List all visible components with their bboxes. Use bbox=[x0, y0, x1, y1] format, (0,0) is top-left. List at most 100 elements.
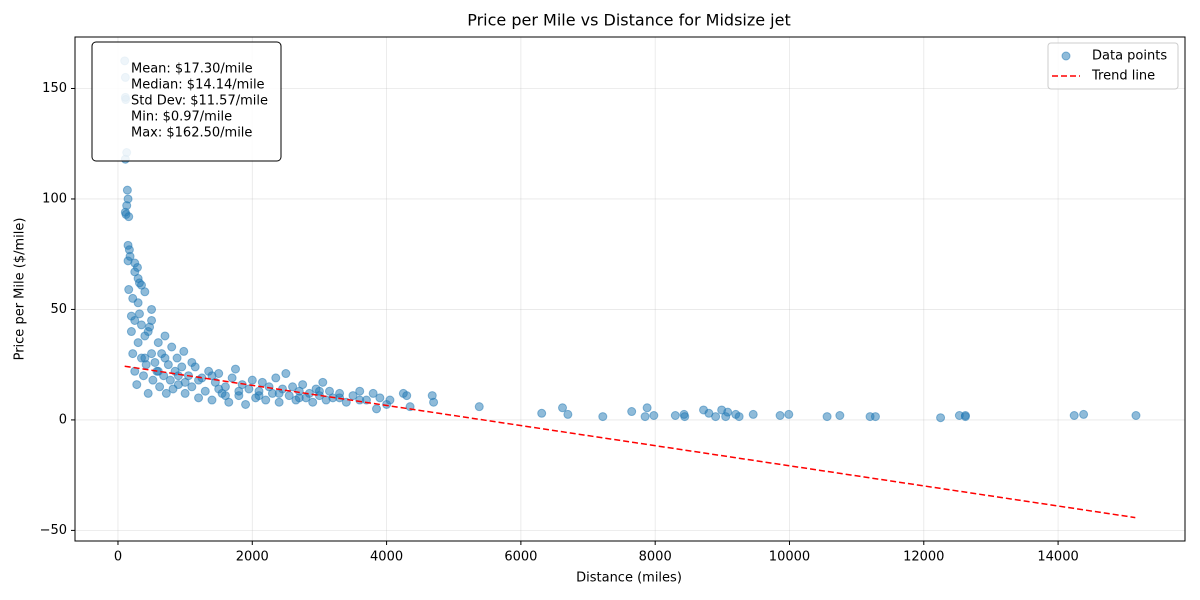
x-tick-label: 10000 bbox=[769, 550, 810, 565]
data-point bbox=[870, 412, 880, 422]
data-point bbox=[160, 331, 170, 341]
stats-text: Std Dev: $11.57/mile bbox=[131, 94, 268, 109]
data-point bbox=[124, 285, 134, 295]
data-point bbox=[1069, 410, 1079, 420]
data-point bbox=[314, 386, 324, 396]
data-point bbox=[122, 185, 132, 195]
legend-label: Trend line bbox=[1091, 69, 1155, 84]
data-point bbox=[180, 388, 190, 398]
data-point bbox=[234, 386, 244, 396]
data-point bbox=[355, 395, 365, 405]
legend-label: Data points bbox=[1092, 49, 1167, 64]
data-point bbox=[153, 338, 163, 348]
data-point bbox=[835, 410, 845, 420]
data-point bbox=[368, 388, 378, 398]
data-point bbox=[220, 391, 230, 401]
data-point bbox=[247, 375, 257, 385]
data-point bbox=[271, 373, 281, 383]
plot-frame bbox=[74, 36, 1186, 542]
stats-text: Max: $162.50/mile bbox=[131, 126, 252, 141]
data-point bbox=[281, 369, 291, 379]
data-point bbox=[670, 410, 680, 420]
data-point bbox=[649, 410, 659, 420]
data-point bbox=[177, 362, 187, 372]
data-point bbox=[598, 412, 608, 422]
data-point bbox=[241, 399, 251, 409]
data-point bbox=[1079, 409, 1089, 419]
data-point bbox=[150, 357, 160, 367]
data-point bbox=[288, 382, 298, 392]
data-point bbox=[194, 393, 204, 403]
data-point bbox=[274, 388, 284, 398]
data-point bbox=[200, 386, 210, 396]
data-point bbox=[261, 395, 271, 405]
stats-text: Median: $14.14/mile bbox=[131, 78, 265, 93]
y-tick-label: 50 bbox=[50, 302, 67, 317]
data-point bbox=[294, 393, 304, 403]
data-point bbox=[355, 386, 365, 396]
data-point bbox=[147, 349, 157, 359]
data-point bbox=[143, 388, 153, 398]
data-point bbox=[148, 375, 158, 385]
y-tick-label: 0 bbox=[59, 412, 67, 427]
data-point bbox=[180, 377, 190, 387]
data-point bbox=[563, 409, 573, 419]
chart-title: Price per Mile vs Distance for Midsize j… bbox=[467, 11, 791, 30]
data-point bbox=[784, 409, 794, 419]
data-point bbox=[179, 346, 189, 356]
data-point bbox=[734, 412, 744, 422]
data-point bbox=[167, 342, 177, 352]
data-point bbox=[244, 384, 254, 394]
x-tick-label: 6000 bbox=[504, 550, 537, 565]
data-point bbox=[711, 412, 721, 422]
data-point bbox=[822, 412, 832, 422]
data-point bbox=[375, 393, 385, 403]
data-point bbox=[723, 407, 733, 417]
y-axis-label: Price per Mile ($/mile) bbox=[13, 218, 28, 361]
data-point bbox=[960, 412, 970, 422]
trend-line bbox=[124, 365, 1136, 519]
data-point bbox=[130, 315, 140, 325]
data-point bbox=[126, 327, 136, 337]
data-point bbox=[128, 349, 138, 359]
data-point bbox=[936, 413, 946, 423]
data-point bbox=[138, 371, 148, 381]
data-point bbox=[274, 397, 284, 407]
x-tick-label: 0 bbox=[114, 550, 122, 565]
data-point bbox=[558, 403, 568, 413]
data-point bbox=[155, 382, 165, 392]
stats-box bbox=[91, 41, 282, 162]
legend-marker bbox=[1061, 51, 1071, 61]
data-point bbox=[308, 397, 318, 407]
data-point bbox=[207, 395, 217, 405]
data-point bbox=[1131, 410, 1141, 420]
data-point bbox=[136, 320, 146, 330]
data-point bbox=[134, 309, 144, 319]
x-tick-label: 2000 bbox=[236, 550, 269, 565]
data-point bbox=[254, 391, 264, 401]
data-point bbox=[748, 409, 758, 419]
data-point bbox=[173, 371, 183, 381]
data-point bbox=[133, 298, 143, 308]
x-tick-label: 12000 bbox=[903, 550, 944, 565]
data-point bbox=[187, 382, 197, 392]
stats-text: Min: $0.97/mile bbox=[131, 110, 232, 125]
data-point bbox=[298, 380, 308, 390]
x-tick-label: 14000 bbox=[1037, 550, 1078, 565]
data-point bbox=[627, 407, 637, 417]
data-point bbox=[348, 391, 358, 401]
x-tick-label: 8000 bbox=[639, 550, 672, 565]
data-point bbox=[537, 408, 547, 418]
data-point bbox=[227, 373, 237, 383]
data-point bbox=[172, 353, 182, 363]
data-point bbox=[187, 357, 197, 367]
data-point bbox=[474, 402, 484, 412]
data-point bbox=[207, 371, 217, 381]
data-point bbox=[680, 412, 690, 422]
data-point bbox=[125, 251, 135, 261]
data-point bbox=[147, 304, 157, 314]
data-point bbox=[640, 412, 650, 422]
data-point bbox=[147, 315, 157, 325]
data-point bbox=[318, 377, 328, 387]
